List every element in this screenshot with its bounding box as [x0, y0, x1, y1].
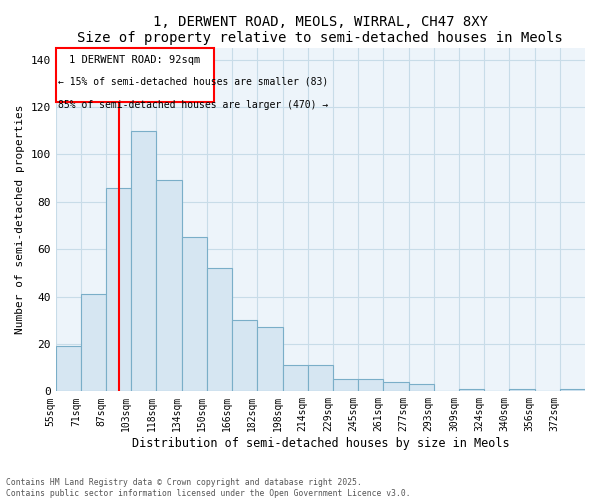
Text: ← 15% of semi-detached houses are smaller (83): ← 15% of semi-detached houses are smalle…: [58, 76, 328, 86]
Bar: [358, 380, 383, 392]
Bar: [459, 389, 484, 392]
Text: 1 DERWENT ROAD: 92sqm: 1 DERWENT ROAD: 92sqm: [70, 55, 200, 65]
Bar: [333, 380, 358, 392]
Bar: [182, 238, 207, 392]
Bar: [56, 48, 214, 102]
Bar: [232, 320, 257, 392]
Bar: [409, 384, 434, 392]
Bar: [283, 366, 308, 392]
Bar: [157, 180, 182, 392]
Bar: [207, 268, 232, 392]
Bar: [106, 188, 131, 392]
Bar: [383, 382, 409, 392]
Bar: [509, 389, 535, 392]
Bar: [56, 346, 81, 392]
Bar: [560, 389, 585, 392]
Bar: [131, 130, 157, 392]
Title: 1, DERWENT ROAD, MEOLS, WIRRAL, CH47 8XY
Size of property relative to semi-detac: 1, DERWENT ROAD, MEOLS, WIRRAL, CH47 8XY…: [77, 15, 563, 45]
Bar: [308, 366, 333, 392]
Bar: [81, 294, 106, 392]
X-axis label: Distribution of semi-detached houses by size in Meols: Distribution of semi-detached houses by …: [131, 437, 509, 450]
Bar: [257, 328, 283, 392]
Text: 85% of semi-detached houses are larger (470) →: 85% of semi-detached houses are larger (…: [58, 100, 328, 110]
Text: Contains HM Land Registry data © Crown copyright and database right 2025.
Contai: Contains HM Land Registry data © Crown c…: [6, 478, 410, 498]
Y-axis label: Number of semi-detached properties: Number of semi-detached properties: [15, 105, 25, 334]
